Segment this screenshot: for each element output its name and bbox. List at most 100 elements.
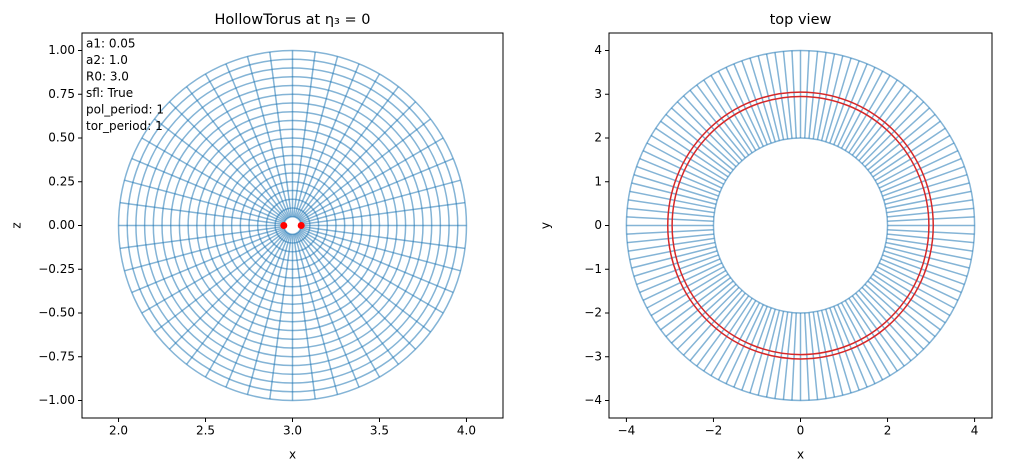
- mesh-radial-line: [154, 230, 287, 333]
- mesh-radial-line: [298, 230, 431, 333]
- mesh-radial-line: [812, 311, 827, 399]
- mesh-radial-line: [710, 300, 757, 376]
- plot-area: [625, 49, 976, 402]
- mesh-radial-line: [855, 292, 912, 362]
- mesh-radial-line: [887, 229, 975, 235]
- mesh-radial-line: [292, 51, 316, 217]
- y-tick-label: −4: [584, 393, 602, 407]
- mesh-radial-line: [741, 60, 772, 144]
- point: [280, 222, 288, 229]
- y-tick-label: −0.25: [38, 262, 75, 276]
- axes: −4 −2 0 2 4 −4 −3 −2 −1 0 1 2 3 4 top view x y: [539, 12, 993, 462]
- mesh-radial-line: [294, 56, 339, 218]
- y-axis-label: y: [539, 222, 553, 229]
- mesh-radial-line: [627, 233, 714, 244]
- mesh-radial-line: [837, 304, 876, 385]
- mesh-radial-line: [204, 232, 289, 378]
- mesh-radial-line: [655, 273, 729, 324]
- plot-area: [117, 49, 468, 402]
- mesh-radial-line: [725, 304, 764, 385]
- mesh-radial-line: [628, 237, 715, 252]
- mesh-radial-line: [650, 134, 727, 182]
- mesh-radial-line: [874, 134, 951, 182]
- mesh-radial-line: [676, 286, 740, 350]
- mesh-radial-line: [269, 51, 293, 217]
- y-tick-label: −2: [584, 306, 602, 320]
- mesh-radial-line: [886, 237, 973, 252]
- mesh-radial-line: [774, 311, 789, 399]
- mesh-radial-line: [884, 246, 970, 269]
- mesh-radial-line: [816, 53, 836, 140]
- annotation: pol_period: 1: [86, 103, 164, 117]
- mesh-radial-line: [725, 66, 764, 147]
- mesh-radial-line: [671, 283, 737, 344]
- mesh-radial-line: [676, 101, 740, 165]
- x-tick-label: −4: [618, 424, 636, 438]
- mesh-radial-line: [627, 207, 714, 218]
- point: [297, 222, 305, 229]
- x-tick-label: 3.5: [370, 424, 389, 438]
- y-tick-label: −0.50: [38, 306, 75, 320]
- x-tick-label: 0: [797, 424, 805, 438]
- mesh-radial-line: [858, 95, 918, 162]
- mesh-radial-line: [884, 182, 970, 205]
- y-tick-label: −3: [584, 349, 602, 363]
- mesh-radial-line: [631, 182, 717, 205]
- mesh-radial-line: [808, 51, 819, 139]
- mesh-radial-line: [885, 190, 972, 210]
- mesh-radial-line: [741, 307, 772, 391]
- mesh-radial-line: [629, 241, 716, 261]
- mesh-radial-line: [297, 231, 400, 365]
- x-tick-label: 3.0: [283, 424, 302, 438]
- chart-title: top view: [770, 12, 832, 28]
- mesh-radial-line: [861, 101, 925, 165]
- mesh-radial-line: [301, 225, 466, 250]
- mesh-radial-line: [119, 225, 284, 250]
- mesh-radial-line: [848, 79, 898, 154]
- mesh-radial-line: [298, 118, 431, 221]
- annotation: R0: 3.0: [86, 70, 129, 84]
- mesh-radial-line: [124, 227, 285, 272]
- x-tick-label: 4.0: [457, 424, 476, 438]
- mesh-radial-line: [204, 73, 289, 219]
- mesh-radial-line: [872, 127, 946, 178]
- mesh-radial-line: [874, 269, 951, 317]
- mesh-radial-line: [885, 241, 972, 261]
- mesh-radial-line: [646, 142, 725, 185]
- mesh-radial-line: [696, 295, 750, 367]
- mesh-radial-line: [880, 157, 962, 193]
- mesh-radial-line: [840, 70, 884, 149]
- y-tick-label: 0.00: [48, 218, 75, 232]
- mesh-radial-line: [168, 101, 287, 220]
- mesh-radial-line: [851, 84, 905, 156]
- y-tick-label: −1.00: [38, 393, 75, 407]
- mesh-radial-line: [141, 229, 286, 314]
- mesh-radial-line: [782, 312, 793, 400]
- mesh-radial-line: [300, 179, 461, 224]
- mesh-circle: [712, 137, 889, 314]
- mesh-radial-line: [883, 173, 968, 201]
- mesh-radial-line: [878, 150, 959, 189]
- x-tick-label: 2: [884, 424, 892, 438]
- x-axis-label: x: [797, 448, 804, 462]
- mesh-radial-line: [298, 231, 417, 350]
- mesh-radial-line: [887, 216, 975, 222]
- mesh-radial-line: [683, 95, 743, 162]
- mesh-radial-line: [882, 165, 965, 197]
- mesh-radial-line: [825, 309, 852, 394]
- mesh-radial-line: [300, 157, 454, 223]
- mesh-radial-line: [851, 295, 905, 367]
- mesh-radial-line: [626, 216, 714, 222]
- mesh-radial-line: [297, 86, 400, 220]
- mesh-radial-line: [671, 107, 737, 168]
- mesh-radial-line: [749, 309, 776, 394]
- mesh-radial-line: [296, 73, 381, 219]
- mesh-radial-line: [119, 201, 284, 226]
- mesh-radial-line: [168, 231, 287, 350]
- mesh-radial-line: [646, 266, 725, 309]
- mesh-radial-line: [733, 306, 768, 388]
- mesh-radial-line: [829, 307, 860, 391]
- mesh-radial-line: [124, 179, 285, 224]
- mesh-radial-line: [791, 50, 797, 139]
- mesh-radial-line: [861, 286, 925, 350]
